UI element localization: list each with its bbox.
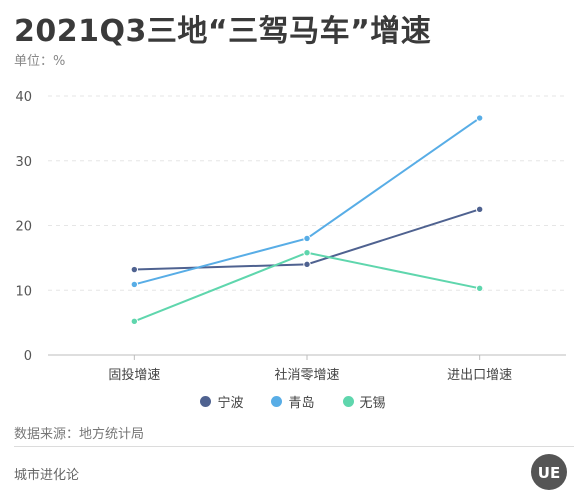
- axis-layer: 0 10 20 30 40 固投增速 社消零增速 进出口增速: [15, 90, 566, 383]
- legend-label: 无锡: [359, 396, 386, 411]
- legend-label: 宁波: [217, 396, 244, 411]
- legend-marker: [342, 396, 354, 407]
- brand-name: 城市进化论: [14, 468, 80, 483]
- divider: [14, 446, 574, 447]
- legend: 宁波 青岛 无锡: [0, 392, 586, 411]
- legend-label: 青岛: [288, 396, 315, 411]
- brand-logo-text: UE: [538, 464, 560, 482]
- legend-marker: [200, 396, 212, 407]
- unit-label: 单位：%: [14, 54, 66, 69]
- y-tick-label: 0: [24, 349, 32, 364]
- legend-marker: [271, 396, 283, 407]
- data-point: [475, 114, 484, 122]
- data-point: [475, 205, 484, 214]
- y-tick-label: 10: [15, 284, 32, 299]
- data-point: [475, 284, 484, 293]
- chart-title: 2021Q3三地“三驾马车”增速: [14, 14, 432, 49]
- source-note: 数据来源：地方统计局: [14, 427, 145, 442]
- legend-item-ningbo[interactable]: 宁波: [200, 392, 243, 411]
- grid-layer: [48, 95, 566, 291]
- data-point: [303, 260, 311, 269]
- series-line: [134, 117, 481, 286]
- data-point: [130, 317, 139, 326]
- legend-item-wuxi[interactable]: 无锡: [342, 392, 386, 411]
- brand-logo: UE: [531, 454, 567, 490]
- y-tick-label: 20: [15, 220, 32, 235]
- series-layer: [130, 114, 484, 326]
- data-point: [303, 248, 311, 257]
- data-point: [130, 265, 139, 274]
- data-point: [303, 234, 311, 243]
- x-tick-label: 进出口增速: [447, 368, 512, 383]
- y-tick-label: 30: [15, 155, 32, 170]
- y-tick-label: 40: [15, 90, 32, 105]
- x-tick-label: 社消零增速: [274, 367, 339, 383]
- legend-item-qingdao[interactable]: 青岛: [271, 392, 315, 411]
- x-tick-label: 固投增速: [108, 367, 160, 383]
- data-point: [130, 280, 139, 289]
